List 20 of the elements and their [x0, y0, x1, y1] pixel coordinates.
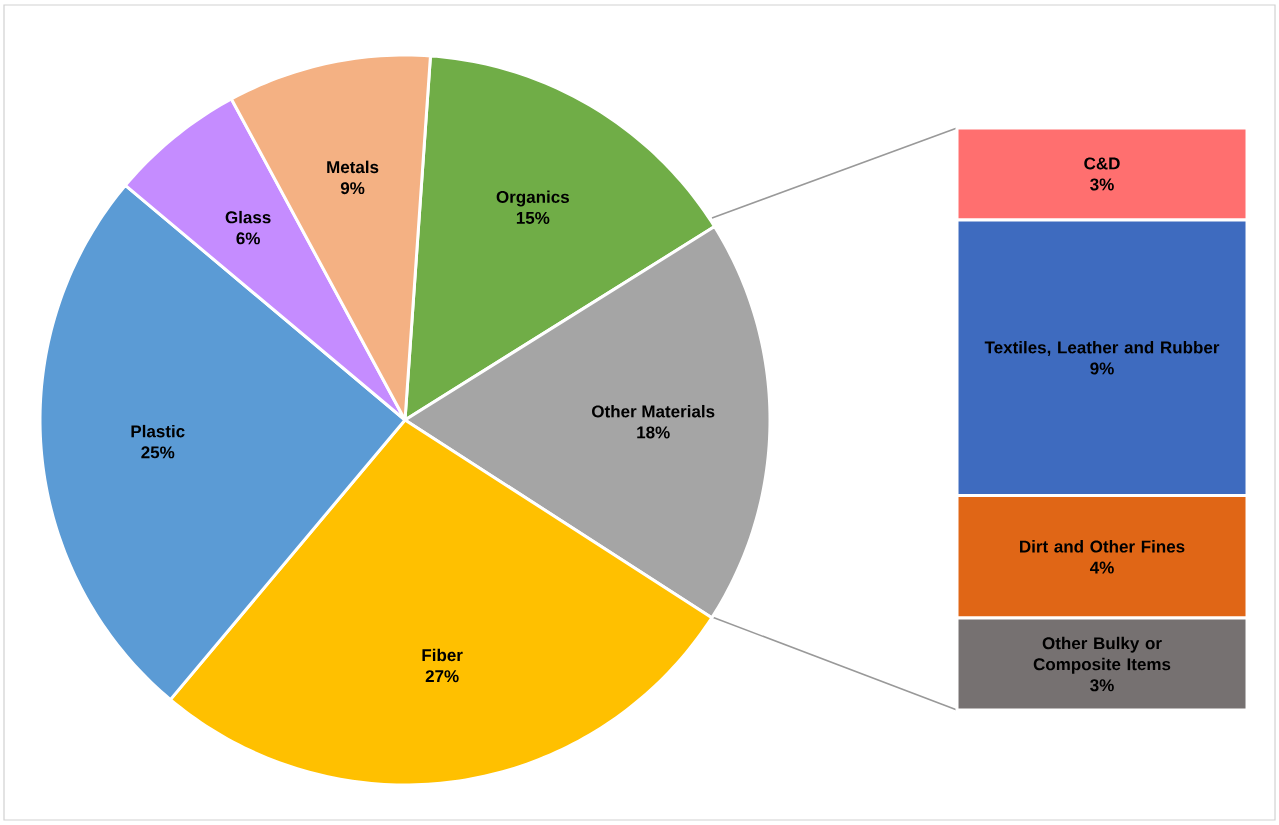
data-label: 3%: [1090, 178, 1114, 191]
slice-label: Other Materials: [592, 404, 715, 418]
series-label: Textiles, Leather and Rubber: [984, 340, 1220, 356]
data-label: 6%: [236, 232, 260, 245]
slice-label: Fiber: [422, 648, 463, 662]
data-label: 25%: [141, 446, 175, 459]
data-label: 27%: [425, 670, 459, 683]
data-label: 9%: [340, 182, 365, 195]
slice-label: Organics: [496, 190, 569, 207]
data-label: 3%: [1090, 679, 1114, 692]
data-label: 18%: [637, 426, 670, 439]
series-label: Other Bulky or Composite Items: [1033, 636, 1171, 674]
data-label: 15%: [516, 211, 550, 224]
slice-label: Glass: [225, 210, 271, 224]
series-label: Dirt and Other Fines: [1020, 540, 1185, 553]
data-label: 4%: [1089, 561, 1114, 574]
data-label: 9%: [1090, 362, 1114, 375]
slice-label: Plastic: [131, 424, 185, 438]
slice-label: Metals: [327, 160, 379, 174]
series-label: C&D: [1084, 157, 1120, 170]
